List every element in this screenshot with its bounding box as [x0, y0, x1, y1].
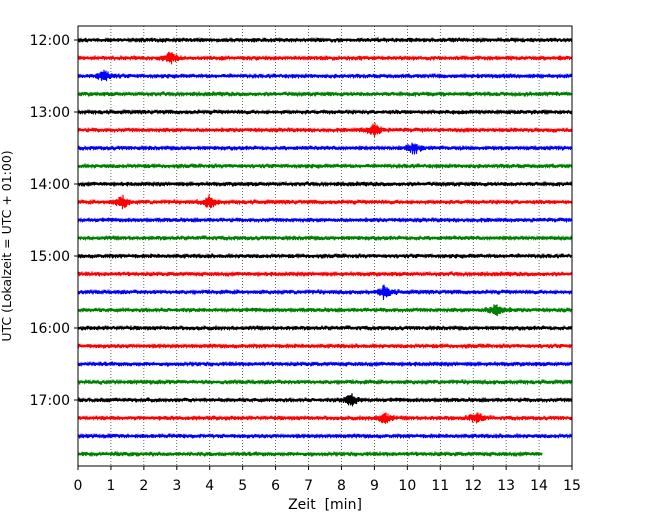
y-tick-label: 12:00 — [30, 33, 70, 49]
trace-line — [77, 90, 573, 98]
trace-line — [77, 360, 573, 368]
trace-line — [77, 162, 573, 170]
y-axis-ticks: 12:00 13:00 14:00 15:00 16:00 17:00 — [30, 33, 78, 409]
y-axis-label: UTC (Lokalzeit = UTC + 01:00) — [0, 150, 14, 341]
y-tick-label: 15:00 — [30, 249, 70, 265]
trace-line — [77, 234, 573, 242]
x-tick-label: 8 — [337, 478, 346, 494]
trace-line — [77, 194, 573, 210]
trace-line — [77, 142, 573, 155]
trace-line — [77, 36, 573, 44]
trace-line — [77, 180, 573, 188]
trace-line — [77, 270, 573, 278]
x-grid — [110, 26, 540, 466]
x-tick-label: 0 — [74, 478, 83, 494]
x-tick-label: 15 — [563, 478, 581, 494]
x-axis-label: Zeit [min] — [288, 497, 362, 513]
y-tick-label: 13:00 — [30, 105, 70, 121]
x-tick-label: 13 — [497, 478, 515, 494]
y-tick-label: 14:00 — [30, 177, 70, 193]
trace-line — [77, 284, 573, 301]
trace-line — [77, 324, 573, 332]
trace-line — [77, 393, 573, 407]
trace-line — [77, 216, 573, 224]
y-tick-label: 16:00 — [30, 321, 70, 337]
x-tick-label: 12 — [464, 478, 482, 494]
y-tick-label: 17:00 — [30, 393, 70, 409]
trace-line — [77, 252, 573, 260]
x-axis-ticks: 0 1 2 3 4 5 6 7 8 9 10 11 12 13 14 15 — [74, 466, 581, 494]
x-tick-label: 7 — [304, 478, 313, 494]
trace-line — [77, 108, 573, 116]
x-tick-label: 11 — [431, 478, 449, 494]
trace-group — [77, 36, 573, 458]
x-tick-label: 1 — [106, 478, 115, 494]
x-tick-label: 10 — [398, 478, 416, 494]
trace-line — [77, 51, 573, 65]
x-tick-label: 4 — [205, 478, 214, 494]
plot-frame — [77, 25, 573, 467]
trace-line — [77, 122, 573, 138]
x-tick-label: 6 — [271, 478, 280, 494]
x-tick-label: 5 — [238, 478, 247, 494]
x-tick-label: 14 — [530, 478, 548, 494]
trace-line — [77, 450, 543, 458]
trace-line — [77, 378, 573, 386]
trace-line — [77, 69, 573, 82]
x-tick-label: 3 — [172, 478, 181, 494]
x-tick-label: 9 — [370, 478, 379, 494]
trace-line — [77, 412, 573, 424]
trace-line — [77, 304, 573, 316]
trace-line — [77, 432, 573, 440]
trace-line — [77, 342, 573, 350]
x-tick-label: 2 — [139, 478, 148, 494]
